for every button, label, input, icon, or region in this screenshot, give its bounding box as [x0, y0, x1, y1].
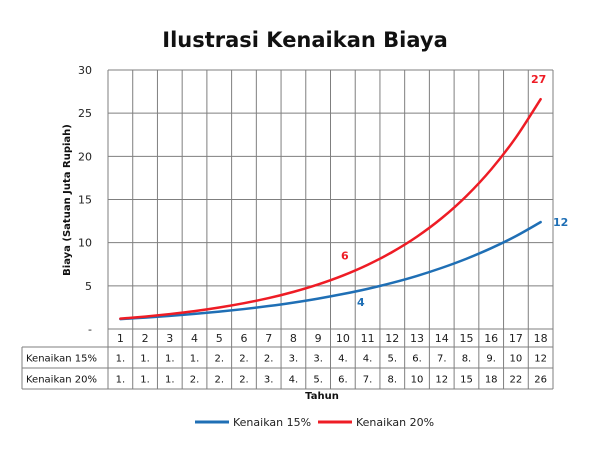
x-tick-label: 6	[240, 332, 247, 345]
table-cell: 6.	[338, 375, 348, 386]
table-cell: 12	[435, 375, 448, 386]
table-cell: 1.	[140, 354, 150, 365]
table-row-header: Kenaikan 20%	[26, 375, 97, 386]
table-cell: 4.	[338, 354, 348, 365]
series-line-kenaikan-20	[119, 97, 542, 320]
table-cell: 1.	[116, 375, 126, 386]
table-cell: 2.	[214, 375, 224, 386]
x-tick-label: 12	[385, 332, 399, 345]
table-cell: 2.	[264, 354, 274, 365]
x-tick-label: 1	[117, 332, 124, 345]
x-tick-label: 4	[191, 332, 198, 345]
table-cell: 4.	[289, 375, 299, 386]
data-label: 6	[341, 250, 349, 263]
y-tick-label: 5	[85, 280, 92, 293]
table-cell: 26	[534, 375, 547, 386]
x-tick-label: 3	[166, 332, 173, 345]
table-cell: 3.	[264, 375, 274, 386]
table-cell: 9.	[486, 354, 496, 365]
data-label: 27	[531, 73, 546, 86]
table-cell: 1.	[165, 375, 175, 386]
data-label: 12	[553, 216, 568, 229]
x-tick-label: 14	[435, 332, 449, 345]
data-labels: 4 12 6 27	[341, 73, 568, 309]
y-tick-label: 30	[78, 64, 92, 77]
table-cell: 10	[411, 375, 424, 386]
table-cell: 5.	[313, 375, 323, 386]
table-cell: 1.	[165, 354, 175, 365]
x-tick-label: 8	[290, 332, 297, 345]
table-cell: 7.	[437, 354, 447, 365]
x-tick-label: 17	[509, 332, 523, 345]
table-cell: 8.	[388, 375, 398, 386]
table-cell: 2.	[190, 375, 200, 386]
y-tick-label: 25	[78, 107, 92, 120]
table-cell: 4.	[363, 354, 373, 365]
table-cell: 3.	[313, 354, 323, 365]
y-tick-label: 15	[78, 194, 92, 207]
table-cell: 6.	[412, 354, 422, 365]
x-tick-label: 11	[361, 332, 375, 345]
x-tick-label: 10	[336, 332, 350, 345]
y-axis-title: Biaya (Satuan Juta Rupiah)	[62, 124, 73, 276]
series-group	[119, 97, 542, 321]
x-tick-label: 13	[410, 332, 424, 345]
table-cell: 22	[510, 375, 523, 386]
table-cell: 10	[510, 354, 523, 365]
x-tick-label: 15	[459, 332, 473, 345]
legend-label: Kenaikan 20%	[356, 416, 434, 429]
table-cell: 2.	[239, 354, 249, 365]
x-tick-label: 16	[484, 332, 498, 345]
table-cell: 2.	[214, 354, 224, 365]
y-tick-label: -	[88, 323, 92, 336]
table-cell: 12	[534, 354, 547, 365]
table-cell: 1.	[190, 354, 200, 365]
data-label: 4	[357, 296, 365, 309]
table-cell: 18	[485, 375, 498, 386]
table-cell: 2.	[239, 375, 249, 386]
x-tick-label: 5	[216, 332, 223, 345]
y-tick-label: 10	[78, 237, 92, 250]
series-line-kenaikan-15	[119, 220, 542, 321]
chart-title: Ilustrasi Kenaikan Biaya	[162, 28, 448, 52]
x-tick-label: 18	[534, 332, 548, 345]
x-tick-label: 2	[142, 332, 149, 345]
table-cell: 7.	[363, 375, 373, 386]
x-axis-title: Tahun	[305, 391, 339, 402]
table-cell: 3.	[289, 354, 299, 365]
legend: Kenaikan 15% Kenaikan 20%	[195, 416, 434, 429]
x-tick-label: 9	[315, 332, 322, 345]
table-cell: 15	[460, 375, 473, 386]
table-cell: 1.	[116, 354, 126, 365]
table-row-header: Kenaikan 15%	[26, 354, 97, 365]
x-tick-label: 7	[265, 332, 272, 345]
table-cell: 8.	[462, 354, 472, 365]
y-tick-label: 20	[78, 150, 92, 163]
table-cell: 5.	[388, 354, 398, 365]
table-cell: 1.	[140, 375, 150, 386]
legend-label: Kenaikan 15%	[233, 416, 311, 429]
